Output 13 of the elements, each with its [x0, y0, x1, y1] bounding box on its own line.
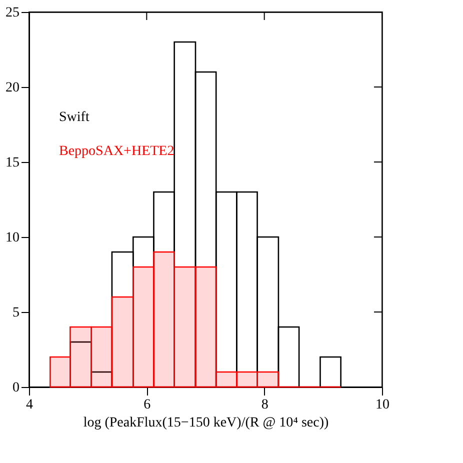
x-tick-label: 6 — [144, 398, 151, 412]
x-tick-label: 4 — [26, 398, 33, 412]
y-tick-label: 20 — [6, 80, 20, 96]
x-tick-label: 10 — [376, 398, 390, 412]
x-tick-label: 8 — [261, 398, 268, 412]
y-tick-label: 25 — [6, 6, 20, 20]
y-tick-label: 0 — [12, 380, 20, 396]
x-axis-title: log (PeakFlux(15−150 keV)/(R @ 10⁴ sec)) — [83, 416, 330, 430]
text: Swift — [59, 110, 90, 125]
y-tick-label: 5 — [12, 306, 20, 320]
text: BeppoSAX+HETE2 — [59, 144, 174, 159]
y-tick-label: 10 — [6, 230, 20, 246]
y-tick-label: 15 — [6, 156, 20, 170]
